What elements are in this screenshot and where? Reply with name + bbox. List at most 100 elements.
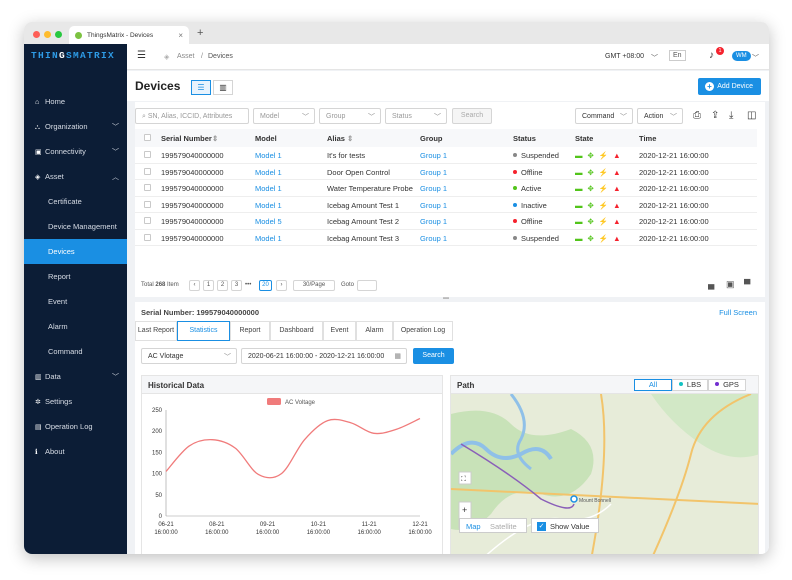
tab-event[interactable]: Event — [323, 321, 356, 341]
sidebar-item-about[interactable]: ℹ About — [24, 439, 127, 464]
model-select[interactable]: Model ﹀ — [253, 108, 315, 124]
row-checkbox[interactable] — [144, 233, 151, 241]
table-row[interactable]: 199579040000000 Model 1 Icebag Amount Test… — [135, 197, 757, 213]
print-icon[interactable]: ⎙ — [693, 110, 701, 121]
tab-last-report[interactable]: Last Report — [135, 321, 177, 341]
group-link[interactable]: Group 1 — [420, 200, 448, 210]
page-ellipsis[interactable]: ••• — [245, 282, 252, 288]
full-screen-link[interactable]: Full Screen — [719, 308, 757, 317]
table-row[interactable]: 199579040000000 Model 1 Door Open Control G… — [135, 164, 757, 180]
resize-handle[interactable]: ▬ — [443, 295, 449, 301]
group-link[interactable]: Group 1 — [420, 233, 448, 243]
table-row[interactable]: 199579040000000 Model 1 Icebag Amount Test… — [135, 230, 757, 246]
sort-icon[interactable]: ⇕ — [212, 134, 219, 143]
sidebar-item-operation-log[interactable]: ▤ Operation Log — [24, 414, 127, 439]
tab-dashboard[interactable]: Dashboard — [270, 321, 323, 341]
row-checkbox[interactable] — [144, 184, 151, 191]
layout-top-icon[interactable]: ▄ — [708, 279, 715, 289]
sort-icon[interactable]: ⇕ — [347, 134, 354, 143]
sidebar-item-organization[interactable]: ⛬ Organization ﹀ — [24, 114, 127, 139]
model-link[interactable]: Model 1 — [255, 184, 282, 193]
page-3[interactable]: 3 — [231, 280, 242, 291]
close-tab-icon[interactable]: × — [178, 31, 183, 40]
timezone-select[interactable]: GMT +08:00 — [605, 53, 644, 60]
sidebar-item-event[interactable]: Event — [24, 289, 127, 314]
minimize-window-button[interactable] — [44, 31, 51, 38]
menu-toggle-icon[interactable]: ☰ — [137, 50, 146, 61]
prev-page-button[interactable]: ‹ — [189, 280, 200, 291]
sidebar-item-data[interactable]: ▥ Data ﹀ — [24, 364, 127, 389]
table-row[interactable]: 199579040000000 Model 1 Water Temperature … — [135, 180, 757, 197]
tab-statistics[interactable]: Statistics — [177, 321, 230, 341]
row-checkbox[interactable] — [144, 200, 151, 208]
breadcrumb-asset[interactable]: Asset — [177, 53, 195, 60]
col-alias[interactable]: Alias — [327, 134, 345, 143]
model-link[interactable]: Model 1 — [255, 151, 282, 160]
tab-alarm[interactable]: Alarm — [356, 321, 393, 341]
language-select[interactable]: En — [669, 50, 686, 61]
row-checkbox[interactable] — [144, 217, 151, 224]
table-row[interactable]: 199579040000000 Model 1 It's for tests Grou… — [135, 147, 757, 164]
layout-bottom-icon[interactable]: ▀ — [744, 279, 751, 289]
row-checkbox[interactable] — [144, 151, 151, 158]
maximize-window-button[interactable] — [55, 31, 62, 38]
sidebar-item-alarm[interactable]: Alarm — [24, 314, 127, 339]
group-link[interactable]: Group 1 — [420, 167, 448, 177]
user-avatar[interactable]: WM — [732, 51, 751, 61]
table-row[interactable]: 199579040000000 Model 5 Icebag Amount Test… — [135, 213, 757, 230]
path-filter-gps[interactable]: GPS — [708, 379, 746, 391]
page-size-select[interactable]: 30/Page — [293, 280, 335, 291]
user-menu-chevron-icon[interactable]: ﹀ — [752, 55, 759, 62]
tab-report[interactable]: Report — [230, 321, 270, 341]
select-all-checkbox[interactable] — [144, 134, 151, 141]
model-link[interactable]: Model 1 — [255, 200, 282, 210]
path-filter-lbs[interactable]: LBS — [672, 379, 708, 391]
tab-operation-log[interactable]: Operation Log — [393, 321, 453, 341]
satellite-tab[interactable]: Satellite — [490, 522, 517, 531]
next-page-button[interactable]: › — [276, 280, 287, 291]
show-value-toggle[interactable]: ✓ Show Value — [531, 518, 599, 533]
sidebar-item-report[interactable]: Report — [24, 264, 127, 289]
new-tab-icon[interactable]: + — [197, 27, 204, 39]
map-tab[interactable]: Map — [466, 522, 481, 531]
group-link[interactable]: Group 1 — [420, 151, 448, 160]
model-link[interactable]: Model 1 — [255, 167, 282, 177]
command-select[interactable]: Command ﹀ — [575, 108, 633, 124]
sidebar-item-home[interactable]: ⌂ Home — [24, 89, 127, 114]
model-link[interactable]: Model 5 — [255, 217, 282, 226]
checkbox-checked-icon[interactable]: ✓ — [537, 522, 546, 531]
row-checkbox[interactable] — [144, 167, 151, 175]
add-device-button[interactable]: + Add Device — [698, 78, 761, 95]
list-view-button[interactable]: ☰ — [191, 80, 211, 95]
page-1[interactable]: 1 — [203, 280, 214, 291]
download-icon[interactable]: ⤓ — [729, 110, 734, 121]
status-select[interactable]: Status ﹀ — [385, 108, 447, 124]
browser-tab[interactable]: ThingsMatrix - Devices × — [69, 26, 189, 44]
upload-icon[interactable]: ⇪ — [711, 110, 720, 121]
sidebar-item-connectivity[interactable]: ▣ Connectivity ﹀ — [24, 139, 127, 164]
sidebar-item-settings[interactable]: ✲ Settings — [24, 389, 127, 414]
page-2[interactable]: 2 — [217, 280, 228, 291]
group-select[interactable]: Group ﹀ — [319, 108, 381, 124]
columns-icon[interactable]: ◫ — [747, 110, 757, 121]
sidebar-item-asset[interactable]: ◈ Asset ︿ — [24, 164, 127, 189]
action-select[interactable]: Action ﹀ — [637, 108, 683, 124]
filter-search-button[interactable]: Search — [452, 108, 492, 124]
date-range-input[interactable]: 2020-06-21 16:00:00 - 2020-12-21 16:00:0… — [241, 348, 407, 364]
group-link[interactable]: Group 1 — [420, 217, 448, 226]
sidebar-item-device-management[interactable]: Device Management — [24, 214, 127, 239]
goto-input[interactable] — [357, 280, 377, 291]
path-filter-all[interactable]: All — [634, 379, 672, 391]
model-link[interactable]: Model 1 — [255, 233, 282, 243]
page-20[interactable]: 20 — [259, 280, 272, 291]
search-input[interactable]: ⌕ SN, Alias, ICCID, Attributes — [135, 108, 249, 124]
detail-search-button[interactable]: Search — [413, 348, 454, 364]
metric-select[interactable]: AC Vlotage ﹀ — [141, 348, 237, 364]
layout-split-icon[interactable]: ▣ — [726, 279, 735, 289]
sidebar-item-command[interactable]: Command — [24, 339, 127, 364]
sidebar-item-certificate[interactable]: Certificate — [24, 189, 127, 214]
map-view-button[interactable]: ▥ — [213, 80, 233, 95]
col-serial-number[interactable]: Serial Number — [161, 134, 212, 143]
bell-icon[interactable]: ♪ — [709, 50, 714, 61]
close-window-button[interactable] — [33, 31, 40, 38]
